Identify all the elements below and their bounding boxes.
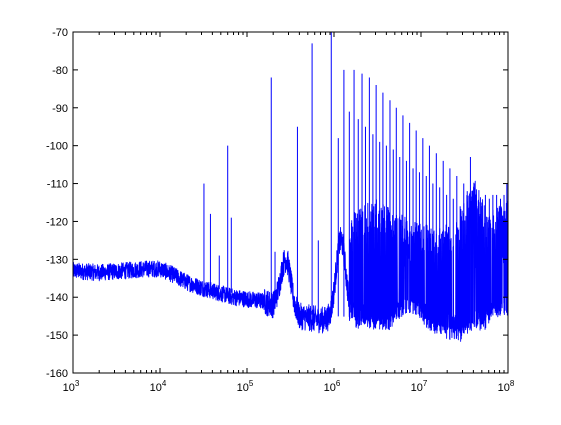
- y-tick-label: -70: [52, 27, 68, 39]
- x-tick-label: 107: [411, 379, 428, 394]
- x-tick-label: 103: [63, 379, 80, 394]
- y-tick-label: -140: [46, 292, 68, 304]
- y-tick-label: -150: [46, 330, 68, 342]
- y-tick-label: -160: [46, 368, 68, 380]
- y-axis: -70 -80 -90 -100 -110 -120 -130 -140 -150 -160: [46, 27, 508, 380]
- x-tick-label: 108: [498, 379, 515, 394]
- plot-frame: [72, 31, 509, 374]
- y-tick-label: -90: [52, 103, 68, 115]
- y-tick-label: -120: [46, 216, 68, 228]
- plot-content: [73, 32, 508, 342]
- y-tick-label: -80: [52, 65, 68, 77]
- y-tick-label: -110: [47, 179, 68, 191]
- x-tick-label: 104: [150, 379, 167, 394]
- x-tick-label: 105: [237, 379, 254, 394]
- series-line: [73, 180, 508, 342]
- x-axis: 103 104 105 106 107 108: [63, 32, 515, 394]
- x-tick-label: 106: [324, 379, 341, 394]
- y-tick-label: -100: [46, 141, 68, 153]
- y-tick-label: -130: [46, 254, 68, 266]
